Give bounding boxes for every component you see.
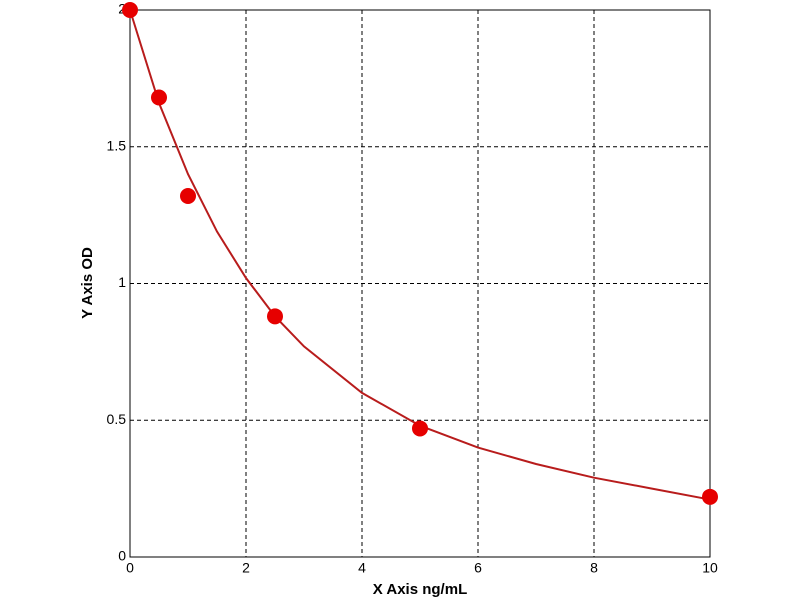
data-point — [151, 89, 167, 106]
x-axis-title: X Axis ng/mL — [373, 581, 467, 598]
x-tick-label: 8 — [590, 560, 598, 576]
data-point — [412, 420, 428, 437]
y-tick-label: 0.5 — [107, 411, 127, 427]
y-tick-label: 0 — [118, 548, 126, 564]
data-point — [267, 308, 283, 325]
y-tick-label: 1.5 — [107, 137, 127, 153]
data-point — [122, 2, 138, 18]
data-point — [180, 187, 196, 204]
x-tick-label: 2 — [242, 560, 250, 576]
data-point — [702, 488, 718, 505]
x-tick-label: 0 — [126, 560, 134, 576]
y-axis-title: Y Axis OD — [79, 247, 96, 319]
x-tick-label: 10 — [702, 560, 718, 576]
y-tick-label: 1 — [118, 274, 126, 290]
fit-curve — [129, 9, 711, 501]
x-tick-label: 4 — [358, 560, 366, 576]
x-tick-label: 6 — [474, 560, 482, 576]
